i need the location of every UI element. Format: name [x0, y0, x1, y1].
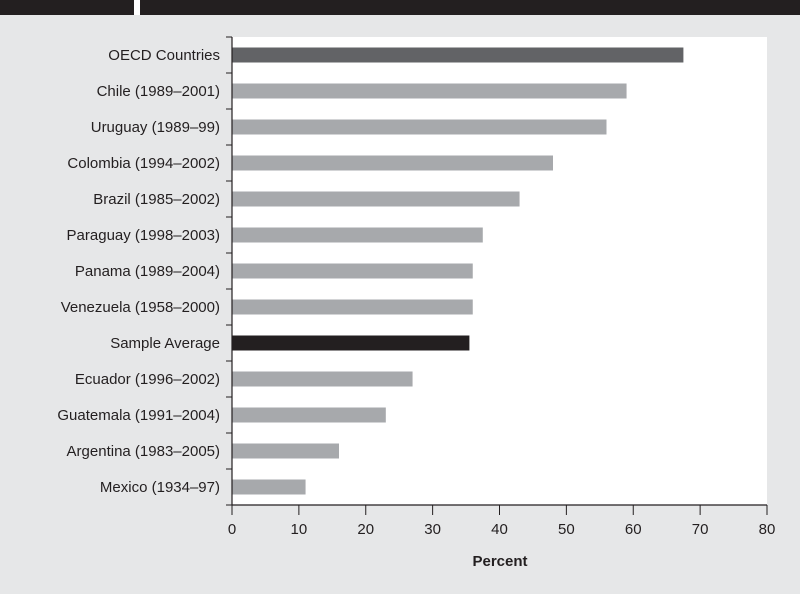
category-label: Panama (1989–2004): [75, 263, 220, 280]
bar-10: [232, 371, 413, 387]
category-label: Ecuador (1996–2002): [75, 371, 220, 388]
category-label: Paraguay (1998–2003): [67, 227, 220, 244]
x-tick-label: 30: [424, 521, 441, 538]
x-tick-label: 80: [759, 521, 776, 538]
category-label: Colombia (1994–2002): [67, 155, 220, 172]
bar-1: [232, 47, 684, 63]
bar-3: [232, 119, 607, 135]
x-tick-label: 50: [558, 521, 575, 538]
x-tick-label: 10: [291, 521, 308, 538]
bar-4: [232, 155, 553, 171]
category-label: Argentina (1983–2005): [67, 443, 220, 460]
x-axis-title: Percent: [472, 553, 527, 570]
category-label: OECD Countries: [108, 47, 220, 64]
category-label: Chile (1989–2001): [97, 83, 220, 100]
bar-13: [232, 479, 306, 495]
category-label: Guatemala (1991–2004): [57, 407, 220, 424]
bar-8: [232, 299, 473, 315]
category-label: Mexico (1934–97): [100, 479, 220, 496]
category-label: Brazil (1985–2002): [93, 191, 220, 208]
x-tick-label: 40: [491, 521, 508, 538]
category-label: Venezuela (1958–2000): [61, 299, 220, 316]
header-bar: [0, 0, 800, 15]
labels-layer: OECD Countries Chile (1989–2001) Uruguay (…: [57, 47, 775, 538]
category-label: Uruguay (1989–99): [91, 119, 220, 136]
bar-2: [232, 83, 627, 99]
bar-12: [232, 443, 339, 459]
bar-5: [232, 191, 520, 207]
header-tab-divider: [134, 0, 140, 15]
x-tick-label: 70: [692, 521, 709, 538]
bars-layer: [232, 47, 684, 495]
bar-6: [232, 227, 483, 243]
bar-11: [232, 407, 386, 423]
x-tick-label: 60: [625, 521, 642, 538]
x-tick-label: 20: [357, 521, 374, 538]
bar-7: [232, 263, 473, 279]
category-label: Sample Average: [110, 335, 220, 352]
axes-layer: [226, 36, 768, 515]
bar-9: [232, 335, 470, 351]
x-tick-label: 0: [228, 521, 236, 538]
